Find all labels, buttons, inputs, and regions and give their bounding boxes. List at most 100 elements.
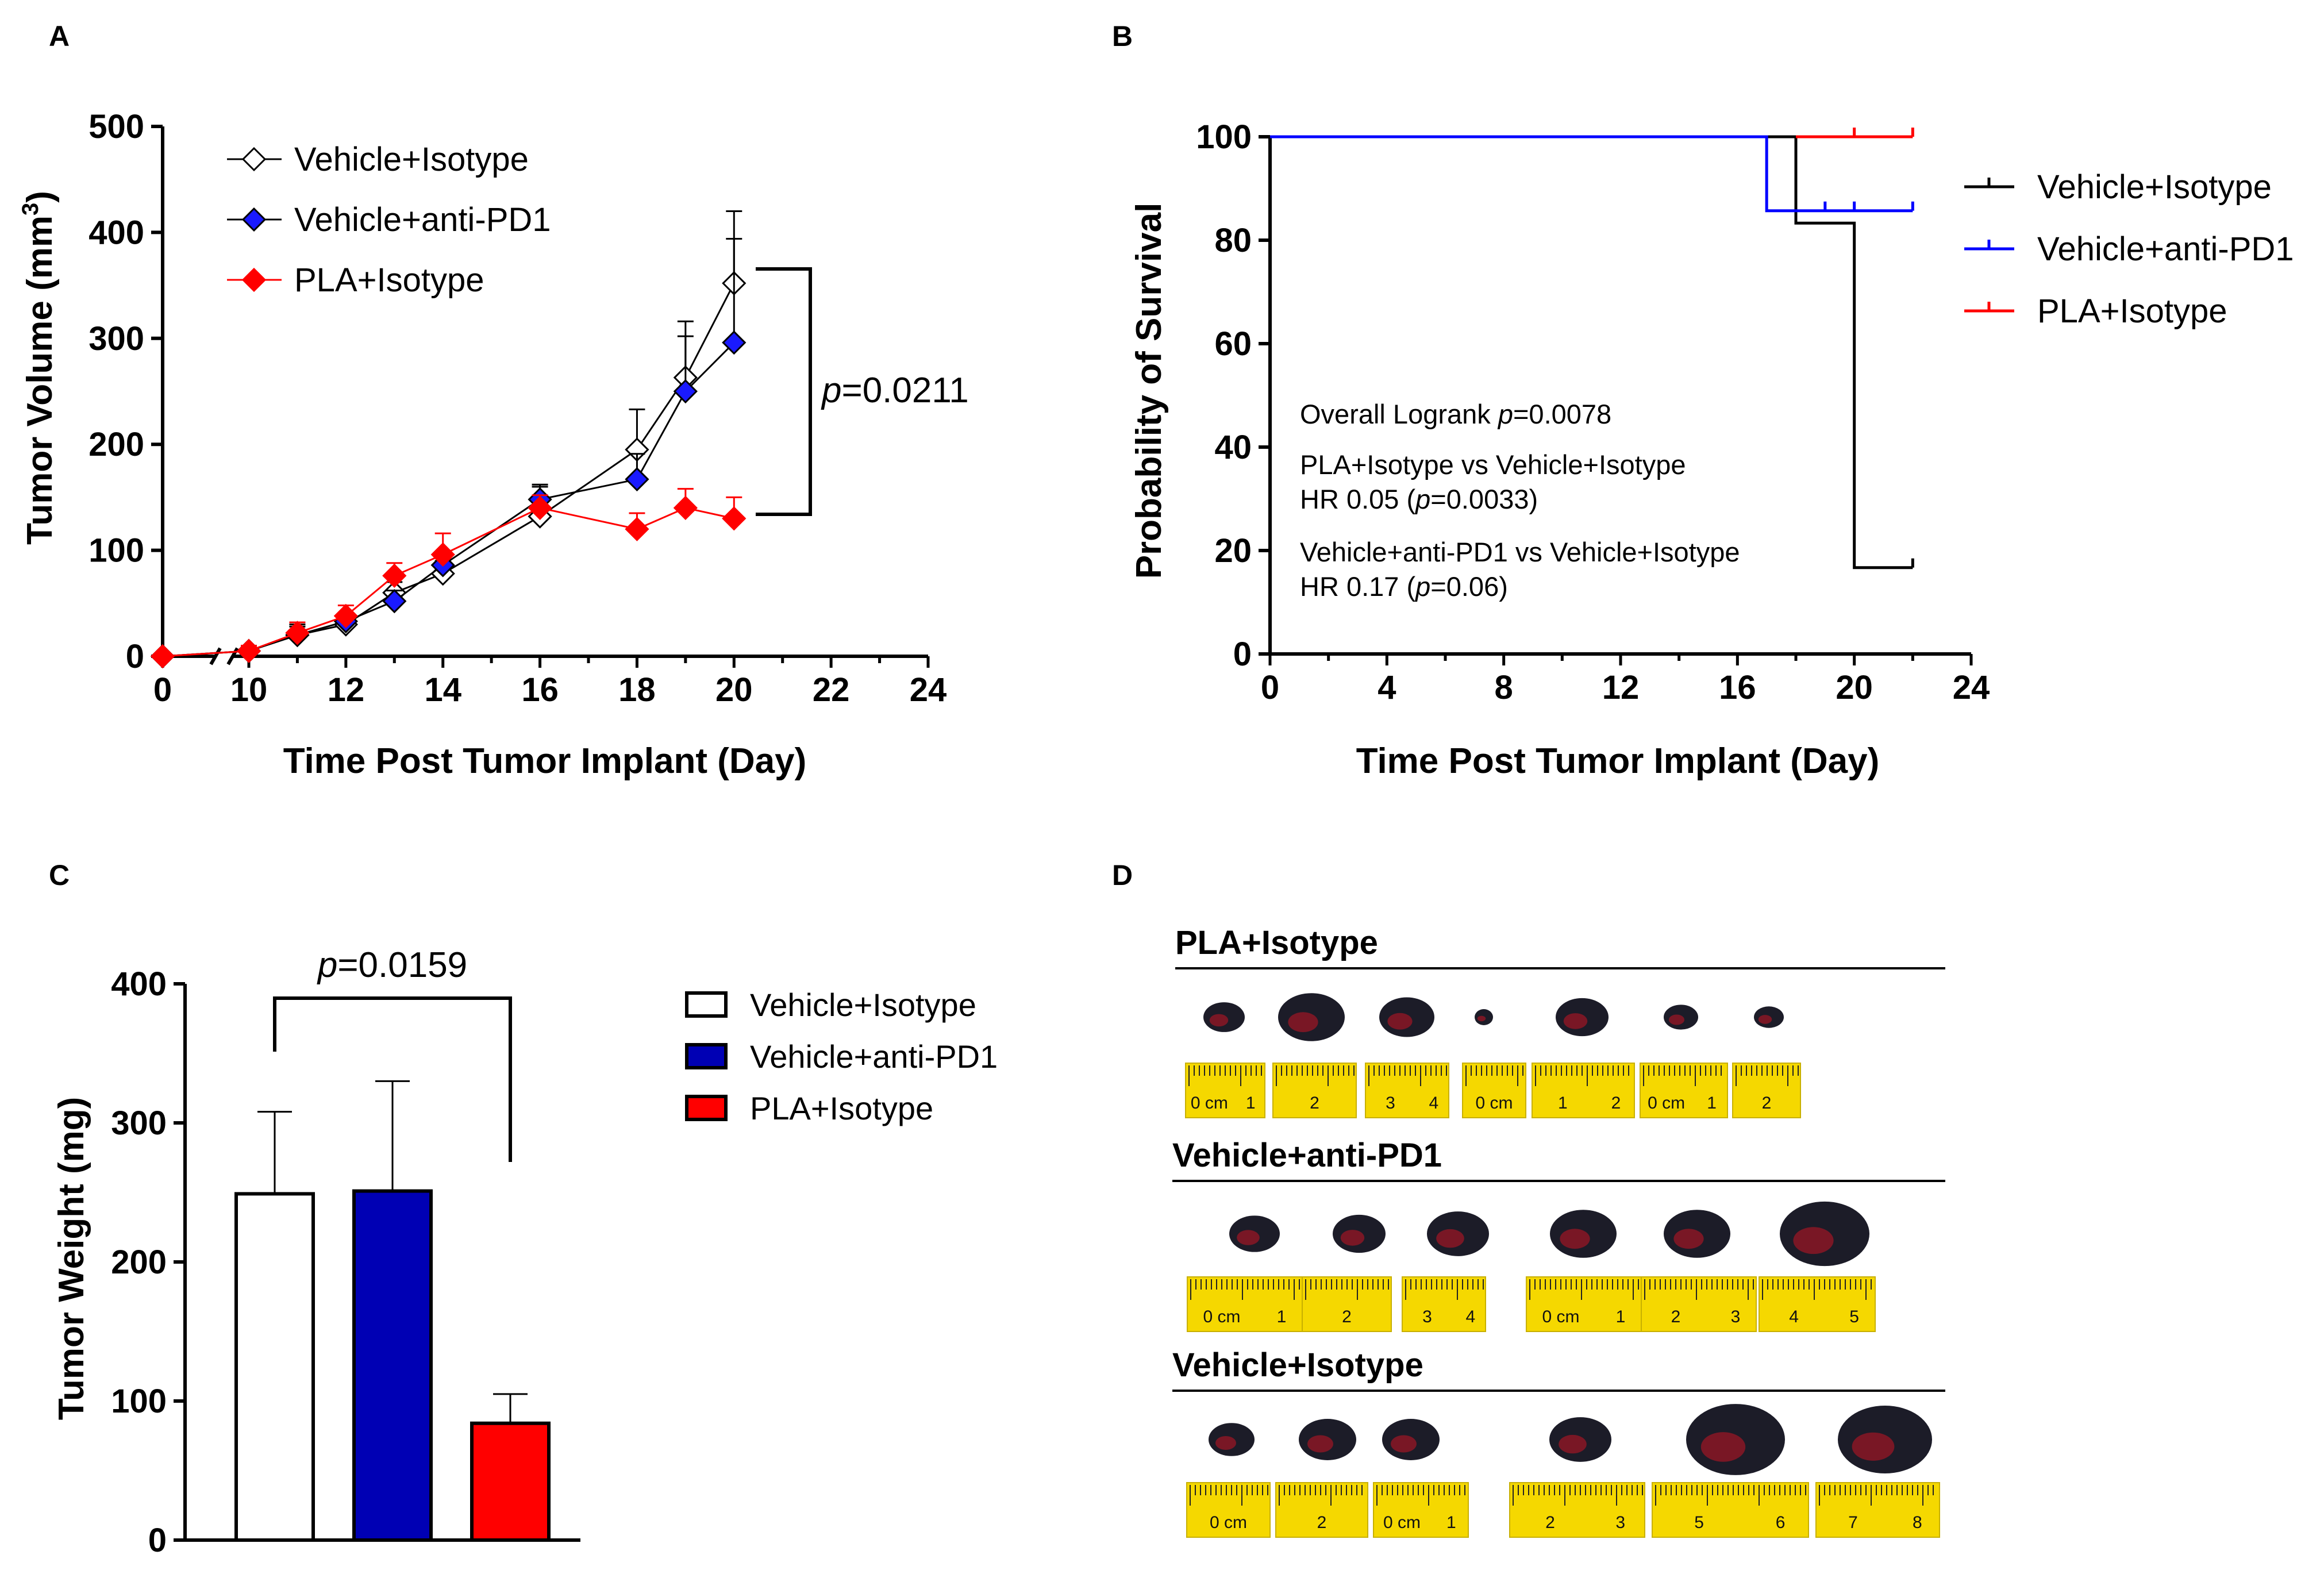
panel-c-y-tick-label: 300: [111, 1105, 167, 1142]
panel-c-tumor-weight-chart: 0 100 200 300 400 Tumor Weight (mg) Vehicle+…: [52, 945, 998, 1559]
ruler-label: 2: [1317, 1513, 1327, 1532]
panel-a-y-tick-label: 200: [89, 426, 144, 463]
panel-a-x-axis-label: Time Post Tumor Implant (Day): [283, 741, 807, 781]
panel-c-legend: Vehicle+Isotype Vehicle+anti-PD1 PLA+Isoty…: [685, 987, 998, 1126]
ruler-label: 4: [1466, 1307, 1476, 1326]
panel-a-series-pla-isotype: [150, 488, 747, 669]
ruler-label: 3: [1615, 1513, 1625, 1532]
panel-a-x-tick-label: 0: [153, 671, 172, 709]
panel-d-tumor: [1838, 1405, 1932, 1474]
ruler-label: 3: [1422, 1307, 1432, 1326]
ruler-label: 5: [1849, 1307, 1859, 1326]
panel-a-x-tick-label: 14: [424, 671, 461, 709]
ruler-label: 3: [1731, 1307, 1741, 1326]
ruler-label: 1: [1446, 1513, 1456, 1532]
panel-c-y-tick-label: 200: [111, 1244, 167, 1281]
panel-a-series: [150, 210, 747, 669]
panel-b-series-vehicle-anti-pd1: [1270, 135, 1914, 213]
panel-d-ruler: 2: [1732, 1063, 1801, 1118]
ruler-body: [1532, 1063, 1635, 1118]
hr2-val: =0.06): [1430, 571, 1508, 602]
tumor-highlight: [1560, 1229, 1590, 1249]
panel-a-y-label-main: Tumor Volume (mm: [20, 215, 60, 545]
legend-label: PLA+Isotype: [2037, 293, 2227, 330]
ruler-label: 4: [1789, 1307, 1799, 1326]
panel-c-p-value: p=0.0159: [317, 945, 467, 985]
panel-b-legend-item-vehicle-isotype: Vehicle+Isotype: [1964, 168, 2272, 206]
tumor-highlight: [1793, 1227, 1834, 1254]
panel-a-axis-break-2: [226, 647, 239, 665]
data-point: [625, 517, 649, 541]
ruler-label: 3: [1386, 1094, 1395, 1113]
panel-a-significance-bracket: p=0.0211: [756, 267, 969, 516]
tumor-highlight: [1852, 1432, 1895, 1461]
panel-a-axis-break-1: [209, 647, 222, 665]
panel-d-ruler: 0 cm 1: [1373, 1482, 1469, 1538]
panel-d-tumor: [1299, 1419, 1356, 1460]
tumor-highlight: [1758, 1015, 1772, 1024]
ruler-body: [1640, 1063, 1728, 1118]
panel-a-y-tick-label: 400: [89, 214, 144, 251]
ruler-label: 2: [1342, 1307, 1352, 1326]
panel-label-b: B: [1112, 20, 1133, 52]
panel-d-ruler: 2: [1272, 1063, 1357, 1118]
legend-marker: [241, 147, 267, 172]
panel-d-ruler: 2: [1275, 1482, 1368, 1538]
panel-a-y-tick-label: 300: [89, 320, 144, 357]
panel-b-comparison-1: PLA+Isotype vs Vehicle+Isotype: [1300, 449, 1686, 480]
ruler-label: 2: [1310, 1094, 1319, 1113]
panel-b-logrank: Overall Logrank p=0.0078: [1300, 399, 1611, 429]
panel-a-x-tick-label: 18: [618, 671, 656, 709]
data-point: [673, 495, 698, 520]
panel-label-d: D: [1112, 859, 1133, 891]
panel-a-x-tick-label: 22: [813, 671, 850, 709]
data-point: [625, 467, 649, 492]
panel-c-p-italic: p: [317, 945, 337, 985]
ruler-label: 1: [1277, 1307, 1287, 1326]
bar: [352, 1189, 433, 1542]
panel-d-group-title: PLA+Isotype: [1175, 924, 1378, 961]
panel-c-legend-item-vehicle-isotype: Vehicle+Isotype: [685, 987, 976, 1023]
panel-d-tumor: [1549, 1417, 1611, 1462]
panel-d-tumor: [1209, 1423, 1255, 1456]
panel-d-ruler: 0 cm 1: [1187, 1276, 1303, 1332]
panel-d-tumor: [1278, 993, 1345, 1041]
tumor-highlight: [1387, 1013, 1413, 1030]
panel-a-x-tick-label: 10: [230, 671, 268, 709]
panel-a-ticks: 0 100 200 300 400 500 0 10 12 14 16 18 20 22 24: [89, 108, 946, 709]
panel-b-x-tick-label: 24: [1953, 669, 1990, 706]
panel-a-y-axis-label: Tumor Volume (mm3): [18, 191, 60, 545]
data-point: [333, 603, 358, 629]
tumor-highlight: [1669, 1014, 1684, 1025]
panel-d-ruler: 2: [1302, 1276, 1392, 1332]
hr1-pre: HR 0.05 (: [1300, 484, 1415, 514]
panel-a-legend-item-vehicle-anti-pd1: Vehicle+anti-PD1: [227, 201, 551, 238]
legend-label: PLA+Isotype: [294, 261, 484, 299]
panel-b-legend: Vehicle+Isotype Vehicle+anti-PD1 PLA+Isoty…: [1964, 168, 2294, 330]
tumor-highlight: [1700, 1432, 1746, 1462]
ruler-label: 8: [1913, 1513, 1922, 1532]
legend-label: Vehicle+anti-PD1: [750, 1038, 998, 1075]
ruler-label: 2: [1762, 1094, 1772, 1113]
panel-d-tumor: [1664, 1005, 1698, 1030]
data-point: [382, 563, 407, 588]
panel-b-x-tick-label: 16: [1719, 669, 1756, 706]
panel-d-tumor: [1333, 1214, 1386, 1253]
panel-b-legend-item-vehicle-anti-pd1: Vehicle+anti-PD1: [1964, 230, 2294, 268]
ruler-label: 1: [1558, 1094, 1568, 1113]
panel-c-bar-vehicle-anti-pd1: [352, 1080, 433, 1542]
panel-a-x-tick-label: 16: [521, 671, 559, 709]
panel-c-y-tick-label: 0: [148, 1522, 167, 1559]
panel-c-p-text: =0.0159: [337, 945, 467, 985]
panel-c-ticks: 0 100 200 300 400: [111, 965, 185, 1559]
